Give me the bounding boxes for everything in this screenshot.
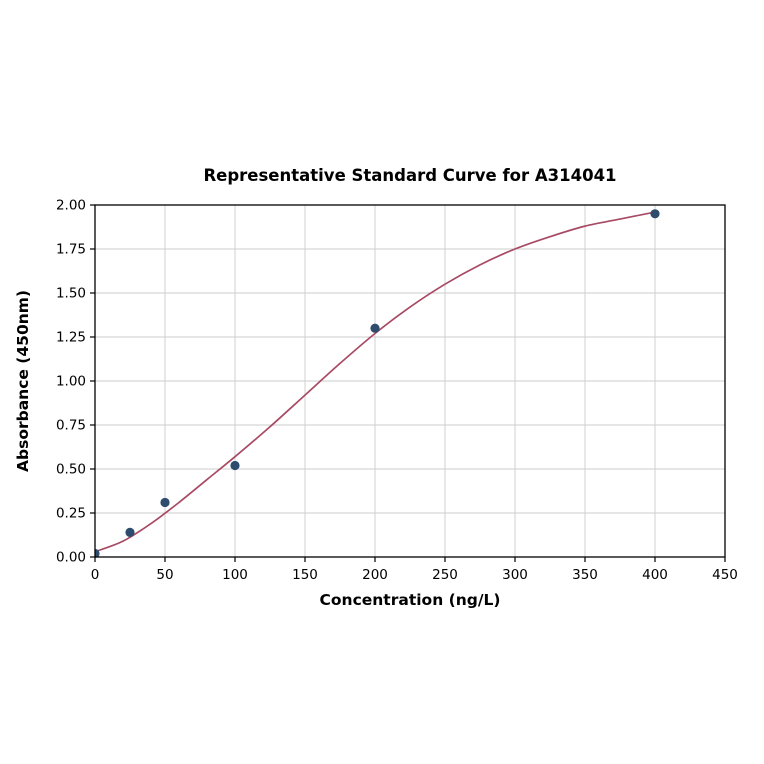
data-point	[160, 497, 170, 508]
y-tick-label: 2.00	[56, 198, 86, 214]
chart-title: Representative Standard Curve for A31404…	[203, 166, 616, 185]
x-tick-label: 200	[362, 567, 388, 583]
x-tick-label: 150	[292, 567, 318, 583]
data-point	[650, 209, 660, 219]
data-point	[125, 527, 135, 537]
y-tick-label: 1.25	[56, 330, 86, 346]
data-point	[230, 460, 240, 471]
x-tick-label: 350	[572, 567, 598, 583]
plot-data	[95, 209, 660, 557]
y-axis-label: Absorbance (450nm)	[14, 290, 32, 472]
y-tick-label: 0.50	[56, 462, 86, 478]
x-tick-label: 0	[91, 567, 100, 583]
y-tick-label: 1.00	[56, 374, 86, 390]
x-tick-label: 450	[712, 567, 738, 583]
fit-curve	[95, 211, 656, 553]
y-tick-label: 0.25	[56, 506, 86, 522]
x-tick-label: 300	[502, 567, 528, 583]
y-tick-label: 0.00	[56, 550, 86, 566]
x-tick-label: 100	[222, 567, 248, 583]
grid	[94, 204, 726, 558]
data-point	[95, 548, 100, 557]
tick-labels: 0 50 100 150 200 250 300 350 400 450 0.00 0.25 0.50 0…	[56, 198, 738, 583]
x-tick-label: 400	[642, 567, 668, 583]
x-tick-label: 50	[156, 567, 173, 583]
y-tick-label: 0.75	[56, 418, 86, 434]
x-axis-label: Concentration (ng/L)	[320, 591, 501, 609]
data-point	[370, 323, 380, 333]
y-tick-label: 1.50	[56, 286, 86, 302]
axes	[90, 204, 726, 562]
x-tick-label: 250	[432, 567, 458, 583]
y-tick-label: 1.75	[56, 242, 86, 258]
